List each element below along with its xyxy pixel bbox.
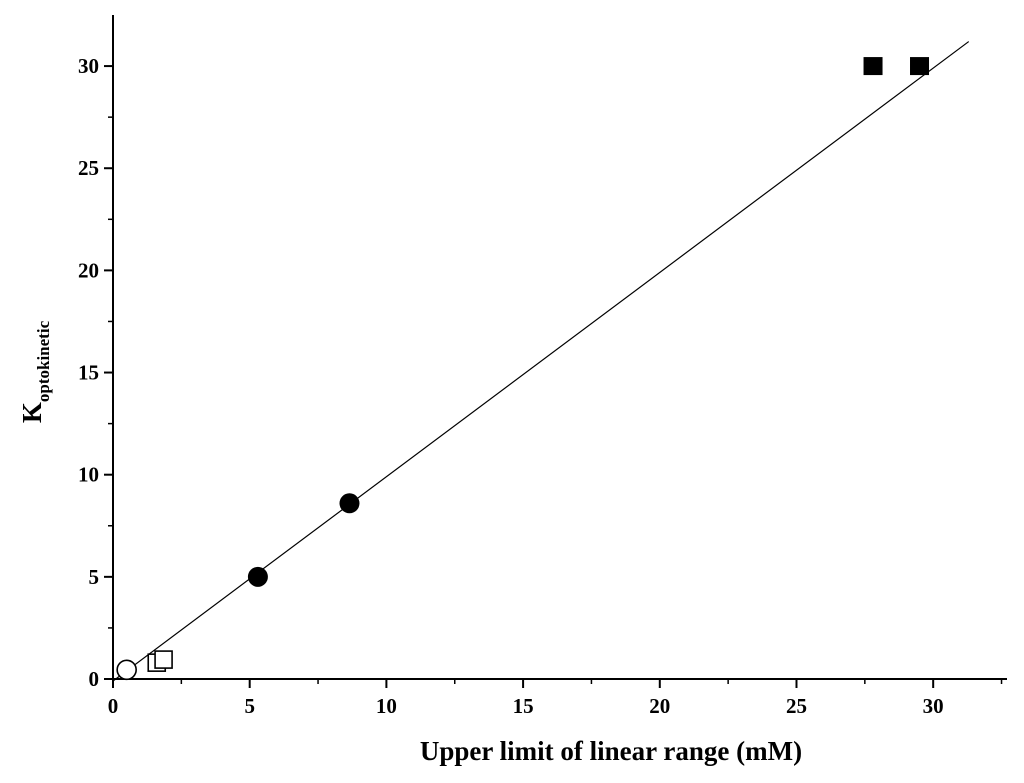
- filled-circle-point: [247, 566, 268, 587]
- fit-line: [112, 41, 970, 682]
- axes: [112, 15, 1007, 680]
- x-tick-label: 30: [923, 694, 944, 718]
- x-tick-label: 15: [513, 694, 534, 718]
- y-tick-label: 5: [89, 565, 100, 589]
- y-tick-label: 30: [78, 54, 99, 78]
- fit-line-group: [112, 41, 970, 682]
- y-axis-title-sub: optokinetic: [34, 320, 53, 402]
- filled-square-point: [910, 57, 930, 76]
- open-circle-point: [116, 659, 137, 681]
- filled-circle-point: [339, 493, 360, 514]
- y-tick-label: 25: [78, 156, 99, 180]
- y-axis-title: Koptokinetic: [17, 320, 53, 423]
- x-tick-label: 10: [376, 694, 397, 718]
- x-tick-label: 5: [244, 694, 255, 718]
- x-axis-title: Upper limit of linear range (mM): [420, 736, 802, 766]
- data-points: [116, 57, 930, 681]
- y-axis-title-main: K: [17, 402, 47, 423]
- y-tick-label: 10: [78, 463, 99, 487]
- x-tick-label: 20: [649, 694, 670, 718]
- x-tick-label: 25: [786, 694, 807, 718]
- filled-square-point: [863, 57, 883, 76]
- ticks: [104, 65, 1003, 688]
- x-tick-label: 0: [108, 694, 119, 718]
- y-tick-label: 20: [78, 258, 99, 282]
- y-tick-label: 15: [78, 361, 99, 385]
- open-square-point: [154, 650, 173, 669]
- tick-labels: 0 5 10 15 20 25 30 0 5 10 15 20 25 30: [78, 54, 944, 718]
- y-tick-label: 0: [89, 667, 100, 691]
